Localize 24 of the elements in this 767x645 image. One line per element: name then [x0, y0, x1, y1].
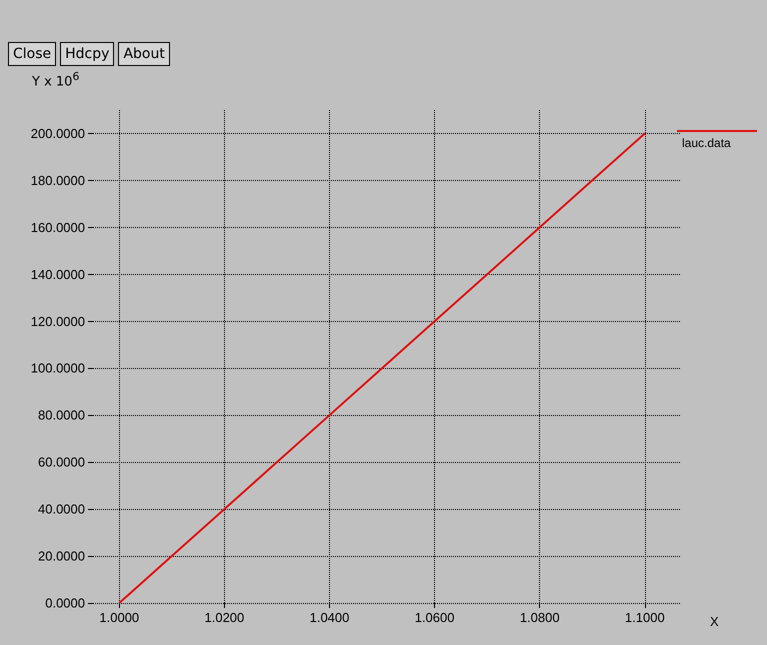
- button[interactable]: About: [118, 42, 170, 66]
- y-tick-label: 20.0000: [38, 548, 85, 564]
- x-tick-label: 1.0600: [414, 610, 454, 625]
- y-axis-title: Y x 10$^{6}$: [32, 70, 80, 90]
- button[interactable]: Close: [8, 42, 56, 66]
- x-axis-title: X: [710, 614, 719, 629]
- y-tick-label: 40.0000: [38, 502, 85, 517]
- y-tick-label: 80.0000: [38, 408, 85, 423]
- x-tick-label: 1.0200: [204, 610, 244, 625]
- button[interactable]: Hdcpy: [60, 42, 114, 66]
- x-tick-label: 1.0800: [520, 610, 560, 625]
- y-tick-label: 180.0000: [30, 172, 85, 188]
- y-tick-label: 60.0000: [38, 454, 85, 470]
- y-tick-label: 200.0000: [30, 126, 85, 141]
- x-tick-label: 1.0000: [99, 610, 140, 625]
- y-tick-label: 120.0000: [30, 314, 85, 329]
- y-tick-label: 140.0000: [30, 266, 85, 282]
- line-series: [118, 132, 646, 604]
- x-tick-label: 1.0400: [310, 610, 350, 625]
- x-tick-label: 1.1000: [624, 610, 665, 625]
- y-tick-label: 160.0000: [30, 220, 85, 235]
- y-tick-label: 0.0000: [45, 596, 85, 610]
- y-tick-label: 100.0000: [30, 360, 85, 376]
- text: lauc.data: [682, 136, 732, 150]
